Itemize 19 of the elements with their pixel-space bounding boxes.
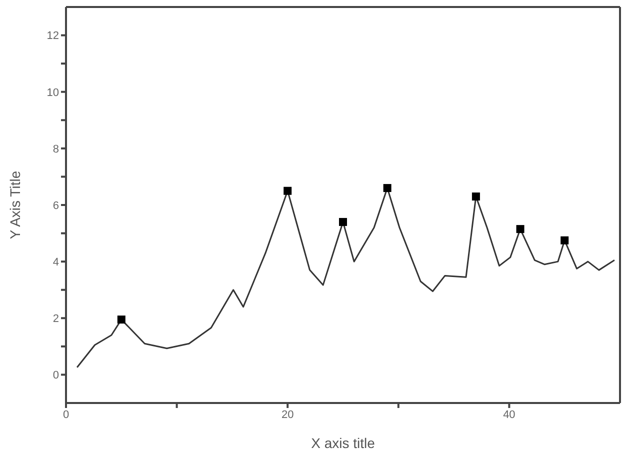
y-tick-label: 0 bbox=[52, 370, 59, 382]
x-tick-label: 40 bbox=[503, 408, 516, 421]
point bbox=[284, 186, 292, 195]
y-tick-label: 6 bbox=[52, 200, 59, 212]
y-tick-label: 8 bbox=[52, 143, 59, 156]
y-tick-label: 2 bbox=[52, 313, 59, 326]
point bbox=[472, 192, 480, 201]
x-tick-label: 20 bbox=[281, 408, 294, 421]
point bbox=[516, 225, 524, 234]
point bbox=[560, 236, 569, 244]
point bbox=[383, 184, 392, 192]
y-axis-title: Y Axis Title bbox=[6, 170, 23, 240]
y-tick-label: 12 bbox=[46, 30, 59, 42]
point bbox=[339, 218, 347, 226]
x-tick-label: 0 bbox=[62, 408, 70, 421]
y-tick-label: 4 bbox=[52, 256, 59, 268]
x-axis-title: X axis title bbox=[311, 435, 376, 451]
point bbox=[117, 316, 126, 324]
y-tick-label: 10 bbox=[46, 86, 59, 99]
